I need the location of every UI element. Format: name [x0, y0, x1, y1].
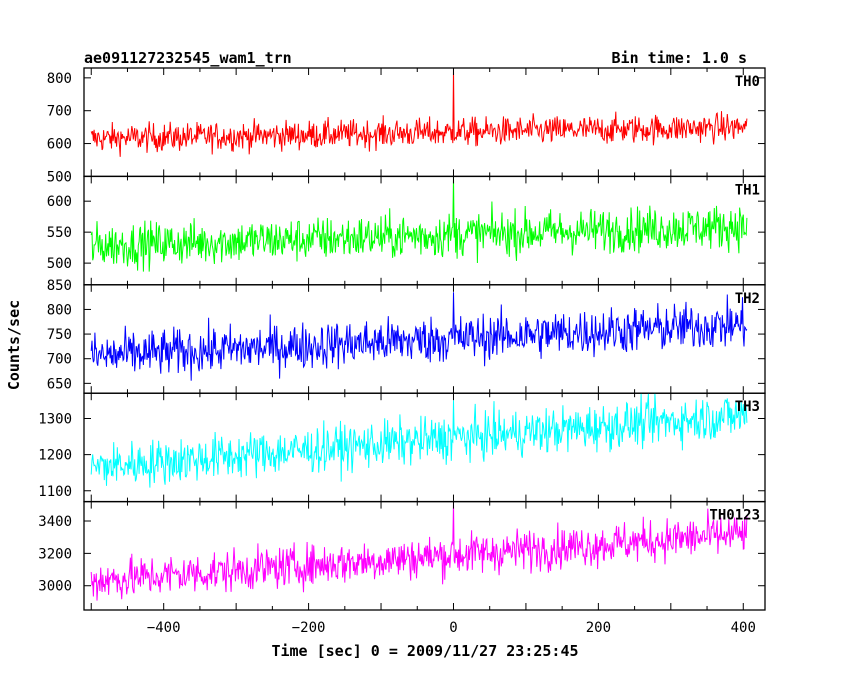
y-tick-label: 3000 [38, 579, 72, 595]
channel-label-th2: TH2 [735, 291, 760, 307]
panel-frame-th0123 [83, 500, 766, 611]
x-axis-label: Time [sec] 0 = 2009/11/27 23:25:45 [271, 642, 578, 660]
y-tick-label: 1200 [38, 448, 72, 464]
y-tick-label: 3200 [38, 546, 72, 562]
panels-group: TH0 500 600 700 800 TH1 500 550 600 TH2 650 700 750 8… [38, 67, 766, 636]
series-line-th1 [90, 176, 748, 272]
y-axis-label: Counts/sec [5, 300, 23, 390]
y-tick-label: 650 [47, 376, 72, 392]
x-tick-label: −200 [292, 620, 326, 636]
series-line-th0123 [90, 501, 748, 601]
series-line-th0 [90, 67, 748, 157]
panel-frame-th3 [83, 392, 766, 503]
y-tick-label: 700 [47, 352, 72, 368]
series-line-th2 [90, 292, 748, 381]
y-tick-label: 550 [47, 225, 72, 241]
y-tick-label: 500 [47, 169, 72, 185]
y-tick-label: 600 [47, 137, 72, 153]
y-tick-label: 600 [47, 194, 72, 210]
y-tick-label: 750 [47, 327, 72, 343]
channel-label-th3: TH3 [735, 399, 760, 415]
channel-label-th0123: TH0123 [709, 508, 760, 524]
y-tick-label: 3400 [38, 514, 72, 530]
x-tick-label: 0 [449, 620, 457, 636]
plot-title: ae091127232545_wam1_trn [84, 49, 292, 67]
channel-label-th1: TH1 [735, 182, 760, 198]
panel-frame-th0 [83, 67, 766, 178]
channel-label-th0: TH0 [735, 74, 760, 90]
x-tick-label: 200 [586, 620, 611, 636]
y-tick-label: 1300 [38, 411, 72, 427]
y-tick-label: 850 [47, 278, 72, 294]
bin-time-label: Bin time: 1.0 s [612, 49, 747, 67]
y-tick-label: 800 [47, 302, 72, 318]
series-line-th3 [90, 393, 748, 488]
y-tick-label: 800 [47, 71, 72, 87]
x-tick-label: 400 [731, 620, 756, 636]
y-tick-label: 500 [47, 256, 72, 272]
y-tick-label: 700 [47, 104, 72, 120]
y-tick-label: 1100 [38, 484, 72, 500]
x-tick-label: −400 [147, 620, 181, 636]
